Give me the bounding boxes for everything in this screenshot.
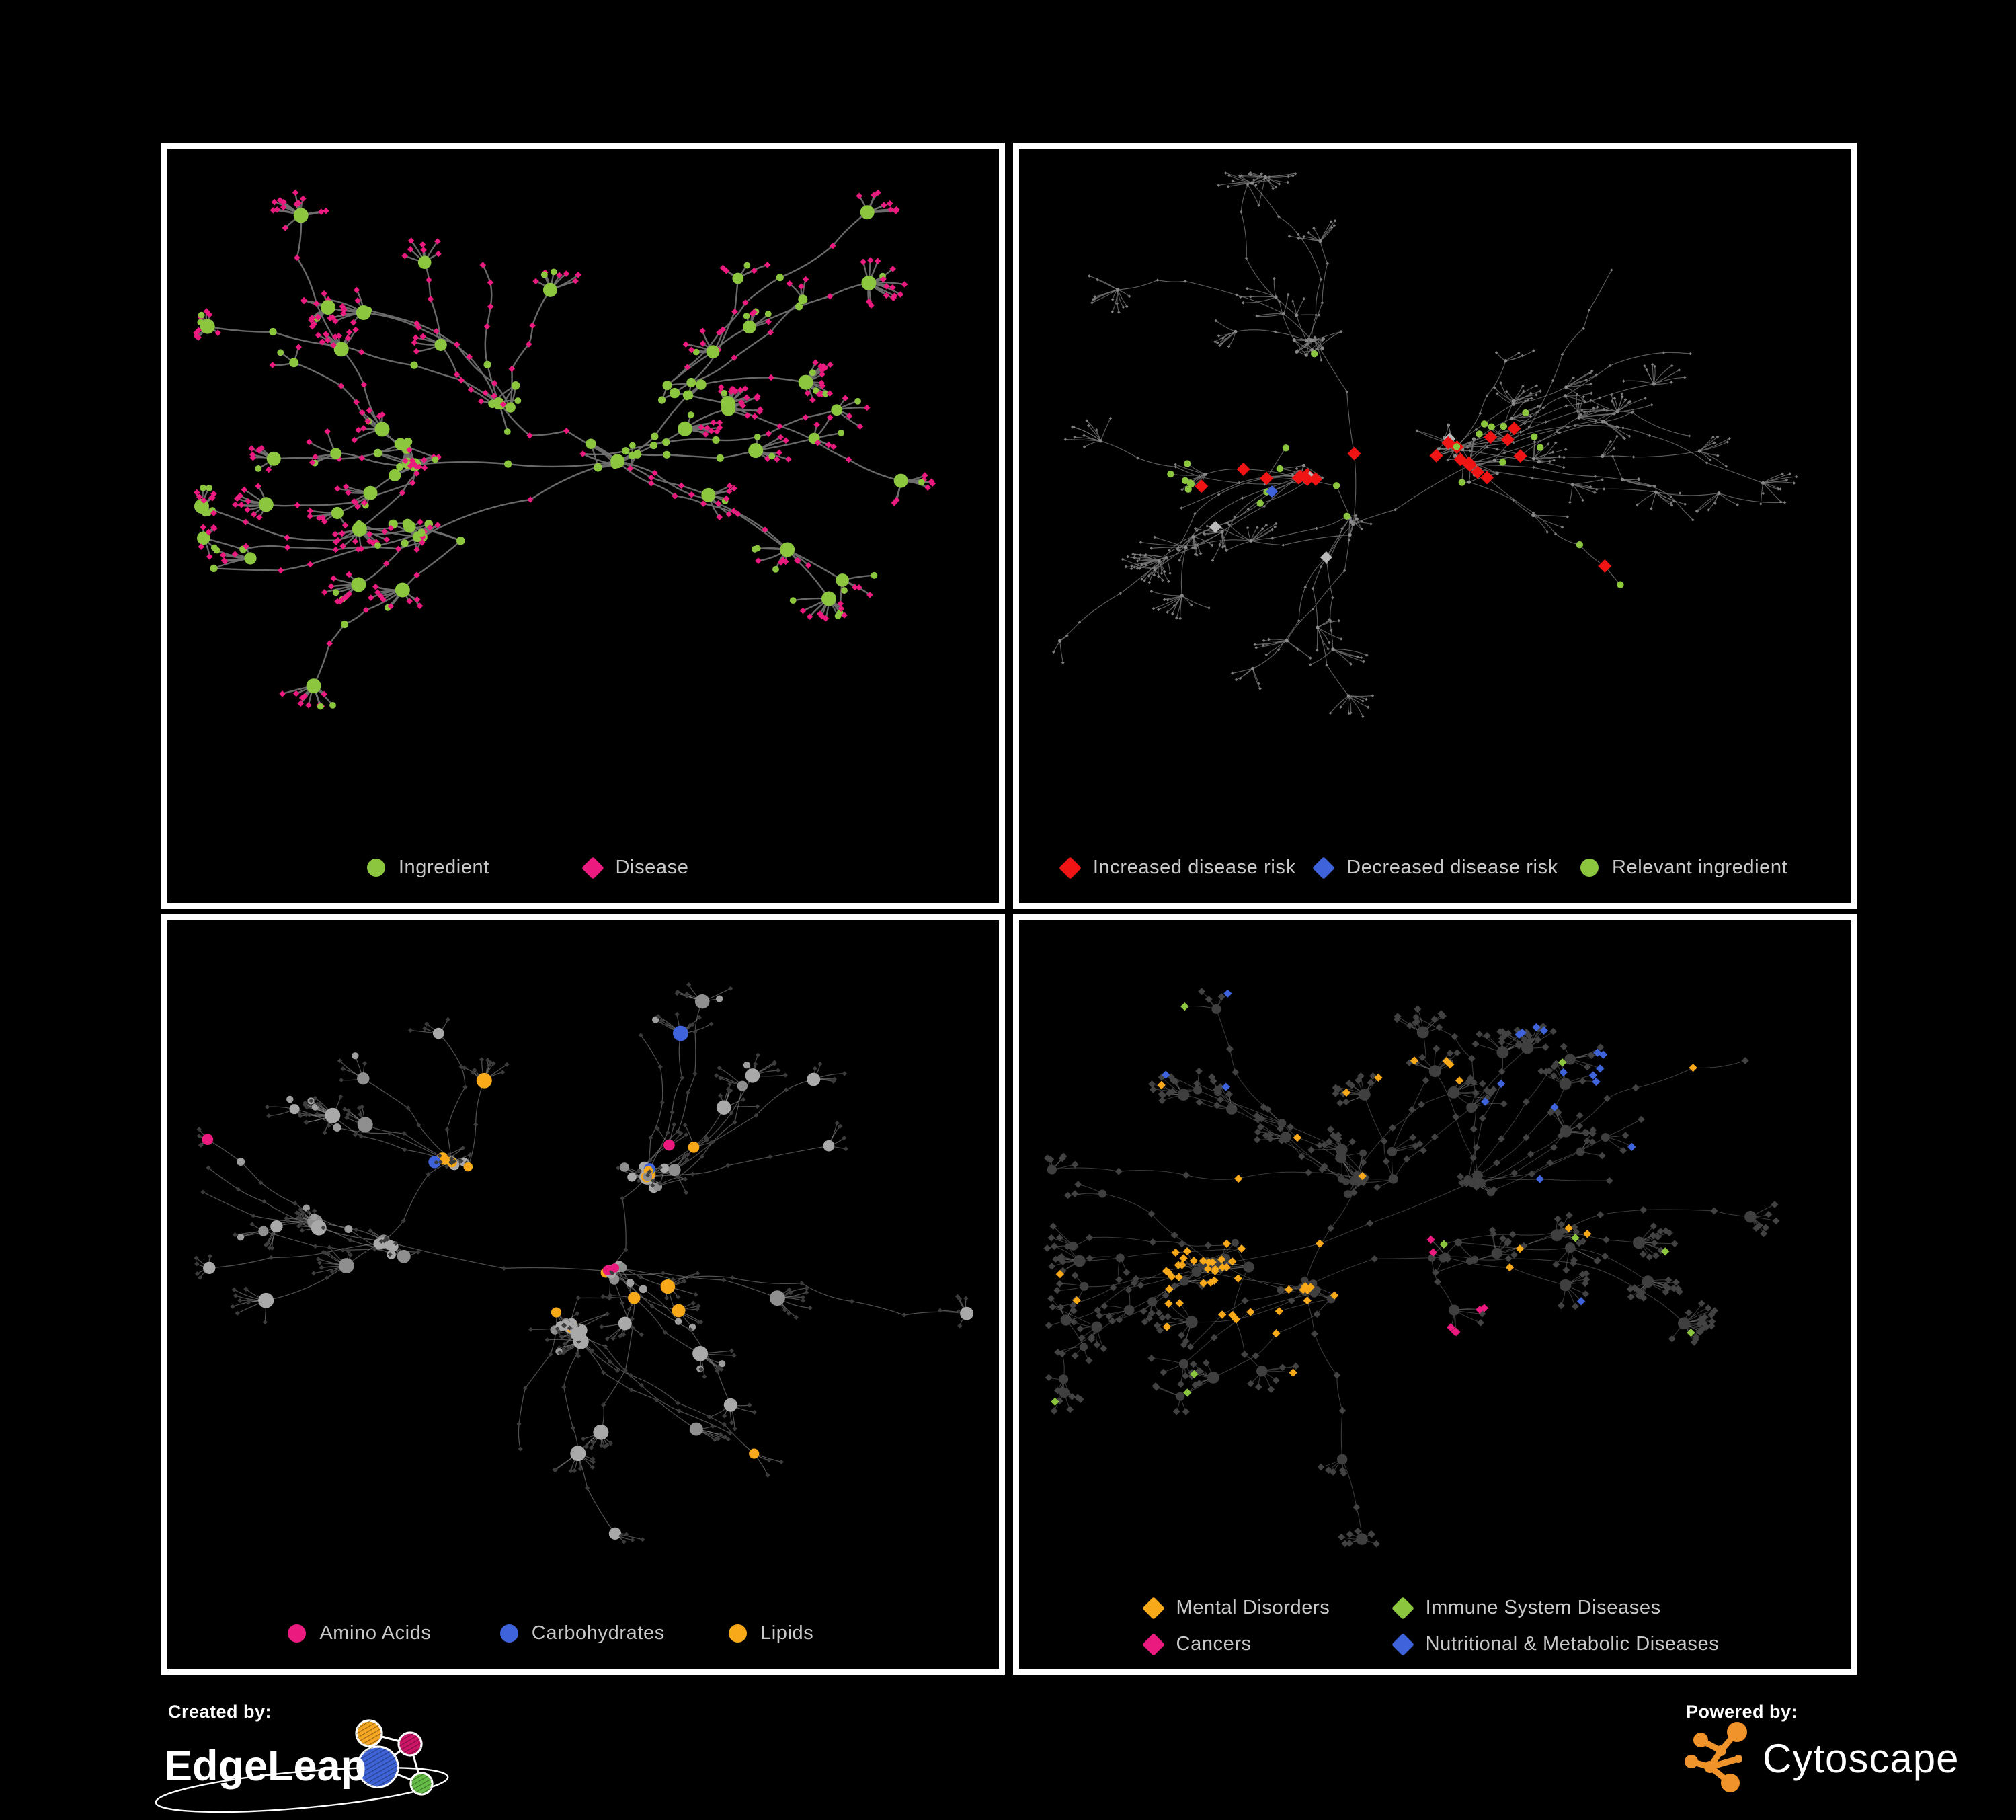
panel-disease-classes: Mental Disorders Immune System Diseases Ca…	[1013, 914, 1857, 1675]
panel-ingredient-disease: Ingredient Disease	[161, 143, 1005, 909]
edgeleap-logo: EdgeLeap	[155, 1719, 449, 1813]
cytoscape-wordmark: Cytoscape	[1763, 1736, 1959, 1781]
cytoscape-logo-nodes	[1685, 1722, 1747, 1792]
panel-disease-risk: Increased disease risk Decreased disease …	[1013, 143, 1857, 909]
network-graph-disease-classes	[1043, 988, 1780, 1548]
cytoscape-logo: Cytoscape	[1685, 1722, 1959, 1792]
powered-by-label: Powered by:	[1686, 1702, 1798, 1722]
network-graph-nutrient-classes	[194, 982, 974, 1544]
panel-nutrient-classes: Amino Acids Carbohydrates Lipids	[161, 914, 1005, 1675]
edgeleap-wordmark: EdgeLeap	[164, 1743, 366, 1790]
network-graph-disease-risk	[1052, 171, 1798, 719]
network-graph-ingredient-disease	[192, 189, 936, 710]
edgeleap-swoosh	[155, 1766, 449, 1813]
created-by-label: Created by:	[168, 1702, 272, 1722]
